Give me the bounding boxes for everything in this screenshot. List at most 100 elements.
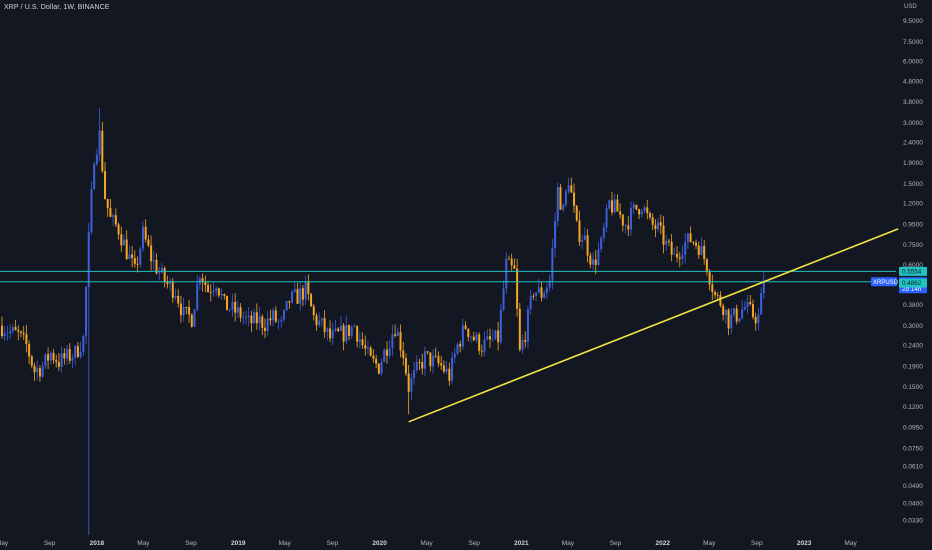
candle-body (532, 295, 535, 297)
candle-body (144, 226, 147, 240)
candle-body (464, 325, 467, 329)
candle-body (331, 330, 334, 339)
candle-body (445, 368, 448, 372)
candle-body (629, 208, 632, 230)
candle-body (36, 368, 39, 373)
candle-body (63, 353, 66, 359)
candle-body (47, 354, 50, 361)
candle-body (339, 325, 342, 331)
candle-body (730, 314, 733, 329)
candle-body (507, 258, 510, 260)
candle-body (529, 295, 532, 310)
candle-body (152, 259, 155, 262)
candle-body (537, 287, 540, 293)
candle-body (147, 239, 150, 246)
candle-body (638, 209, 641, 215)
candle-body (350, 326, 353, 336)
candle-body (98, 130, 101, 155)
candle-body (3, 333, 6, 337)
y-tick-label: 3.0000 (903, 120, 923, 127)
candle-body (708, 271, 711, 285)
candle-body (608, 200, 611, 209)
candle-body (250, 315, 253, 324)
x-tick-label: Sep (610, 540, 622, 547)
candle-body (68, 349, 71, 361)
candle-body (74, 346, 77, 358)
candle-body (689, 233, 692, 242)
currency-label: USD (904, 4, 917, 10)
candle-body (589, 255, 592, 265)
candle-body (372, 355, 375, 359)
candle-body (201, 278, 204, 283)
candle-body (513, 265, 516, 269)
y-tick-label: 0.7500 (903, 242, 923, 249)
candle-body (1, 325, 3, 337)
candle-body (179, 303, 182, 316)
candle-body (226, 295, 229, 311)
x-tick-label: 2021 (514, 540, 529, 547)
x-tick-label: 2019 (231, 540, 246, 547)
symbol-tag: XRPUSD (873, 280, 899, 286)
candle-body (686, 233, 689, 243)
candle-body (475, 334, 478, 341)
candle-body (299, 288, 302, 304)
candle-body (174, 295, 177, 298)
symbol-tag-bg (871, 277, 897, 287)
y-tick-label: 0.1500 (903, 384, 923, 391)
candle-body (418, 362, 421, 363)
candle-body (133, 258, 136, 264)
candle-body (247, 315, 250, 318)
candle-body (57, 362, 60, 367)
candle-body (141, 226, 144, 249)
candle-body (583, 235, 586, 241)
candle-body (722, 305, 725, 316)
candle-body (204, 282, 207, 286)
candle-body (196, 284, 199, 310)
candle-body (502, 288, 505, 310)
candle-body (554, 220, 557, 249)
candle-body (263, 327, 266, 331)
drawings (0, 228, 899, 423)
candle-body (220, 294, 223, 296)
candle-body (754, 316, 757, 324)
candle-body (619, 211, 622, 215)
candle-body (570, 185, 573, 193)
candle-body (486, 336, 489, 340)
candle-body (361, 339, 364, 346)
candle-body (158, 272, 161, 274)
candle-body (198, 278, 201, 285)
candle-body (461, 325, 464, 347)
candle-body (494, 330, 497, 340)
candle-body (345, 324, 348, 342)
candle-body (429, 352, 432, 367)
candle-body (155, 259, 158, 274)
candle-body (548, 280, 551, 288)
y-tick-label: 6.0000 (903, 59, 923, 66)
candle-body (85, 287, 88, 336)
candle-body (545, 287, 548, 294)
candle-body (467, 328, 470, 337)
candle-body (185, 307, 188, 308)
candle-body (562, 204, 565, 210)
x-tick-label: 2018 (90, 540, 105, 547)
x-tick-label: Sep (751, 540, 763, 547)
candle-body (510, 258, 513, 266)
y-tick-label: 0.0950 (903, 424, 923, 431)
candle-body (657, 222, 660, 230)
candle-body (253, 312, 256, 324)
x-tick-label: May (137, 540, 150, 547)
candle-body (112, 215, 115, 217)
candles (1, 107, 765, 535)
x-tick-label: Sep (185, 540, 197, 547)
candle-body (285, 301, 288, 311)
candle-body (334, 328, 337, 331)
x-tick-label: May (420, 540, 433, 547)
candle-body (616, 199, 619, 212)
price-tag-upper-text: 0.5554 (902, 268, 922, 275)
candle-body (432, 355, 435, 367)
candle-body (326, 328, 329, 332)
candle-body (524, 340, 527, 342)
candle-body (22, 332, 25, 335)
